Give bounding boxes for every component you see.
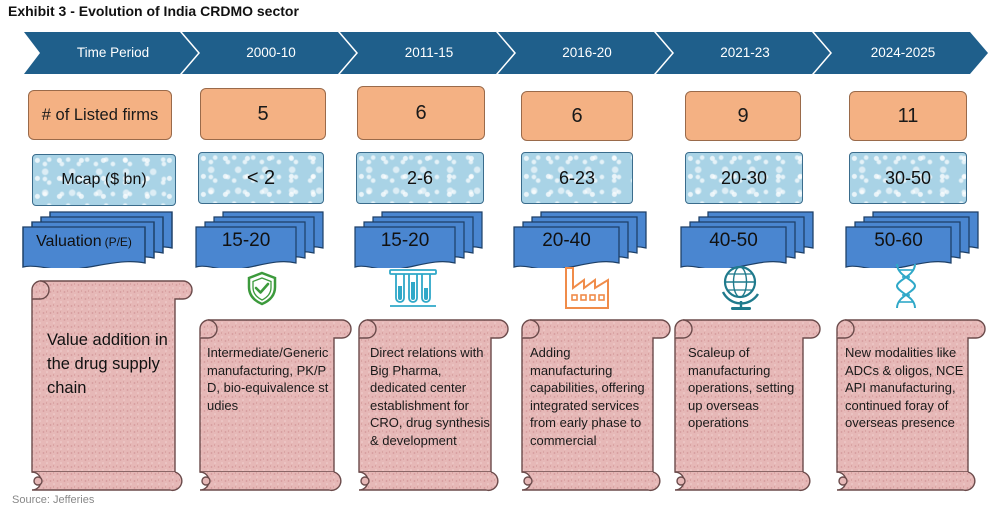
header-period-3: 2016-20 bbox=[562, 45, 612, 60]
desc-period-4: Scaleup of manufacturing operations, set… bbox=[688, 345, 795, 431]
globe-icon bbox=[721, 265, 760, 310]
scroll-period-5 bbox=[836, 319, 986, 492]
scroll-period-2 bbox=[358, 319, 509, 492]
label-valuation-text: Valuation bbox=[36, 233, 102, 250]
chevron-2 bbox=[340, 32, 514, 74]
scroll-shapes bbox=[31, 280, 986, 492]
label-value-addition: Value addition in the drug supply chain bbox=[47, 331, 168, 397]
firms-value-3: 6 bbox=[521, 91, 633, 141]
pe-value-4: 40-50 bbox=[709, 230, 758, 251]
desc-period-2: Direct relations with Big Pharma, dedica… bbox=[370, 345, 490, 448]
label-valuation-unit: (P/E) bbox=[104, 235, 132, 249]
scroll-period-3 bbox=[521, 319, 671, 492]
test-tubes-icon bbox=[389, 269, 437, 307]
mcap-value-4: 20-30 bbox=[685, 152, 803, 204]
label-valuation: Valuation (P/E) bbox=[23, 227, 145, 257]
mcap-value-5: 30-50 bbox=[849, 152, 967, 204]
header-period-5: 2024-2025 bbox=[870, 45, 936, 60]
desc-period-5: New modalities like ADCs & oligos, NCE A… bbox=[845, 345, 964, 431]
shield-check-icon bbox=[247, 271, 277, 306]
mcap-value-1: < 2 bbox=[198, 152, 324, 204]
header-period-1: 2000-10 bbox=[246, 45, 296, 60]
mcap-value-3: 6-23 bbox=[521, 152, 633, 204]
firms-value-2: 6 bbox=[357, 86, 485, 140]
desc-period-3: Adding manufacturing capabilities, offer… bbox=[530, 345, 645, 448]
firms-value-5: 11 bbox=[849, 91, 967, 141]
pe-value-3: 20-40 bbox=[542, 230, 591, 251]
pe-value-2: 15-20 bbox=[380, 230, 430, 251]
chevron-1 bbox=[182, 32, 356, 74]
label-listed-firms: # of Listed firms bbox=[28, 90, 172, 140]
chevron-bar bbox=[24, 32, 988, 74]
chevron-0 bbox=[24, 32, 198, 74]
header-period-4: 2021-23 bbox=[720, 45, 770, 60]
pe-value-1: 15-20 bbox=[221, 230, 271, 251]
chevron-4 bbox=[656, 32, 830, 74]
scroll-period-1 bbox=[199, 319, 352, 492]
chevron-3 bbox=[498, 32, 672, 74]
chevron-5 bbox=[814, 32, 988, 74]
label-mcap: Mcap ($ bn) bbox=[32, 154, 176, 206]
scroll-label bbox=[31, 280, 193, 492]
page-title: Exhibit 3 - Evolution of India CRDMO sec… bbox=[8, 3, 299, 19]
source-note: Source: Jefferies bbox=[12, 494, 95, 506]
header-time-period: Time Period bbox=[76, 45, 150, 60]
desc-period-1: Intermediate/Generic manufacturing, PK/P… bbox=[207, 345, 329, 413]
firms-value-1: 5 bbox=[200, 88, 326, 140]
firms-value-4: 9 bbox=[685, 91, 801, 141]
pe-value-5: 50-60 bbox=[874, 230, 923, 251]
mcap-value-2: 2-6 bbox=[356, 152, 484, 204]
header-period-2: 2011-15 bbox=[404, 45, 454, 60]
scroll-period-4 bbox=[674, 319, 821, 492]
dna-icon bbox=[895, 263, 917, 309]
factory-icon bbox=[565, 267, 609, 309]
